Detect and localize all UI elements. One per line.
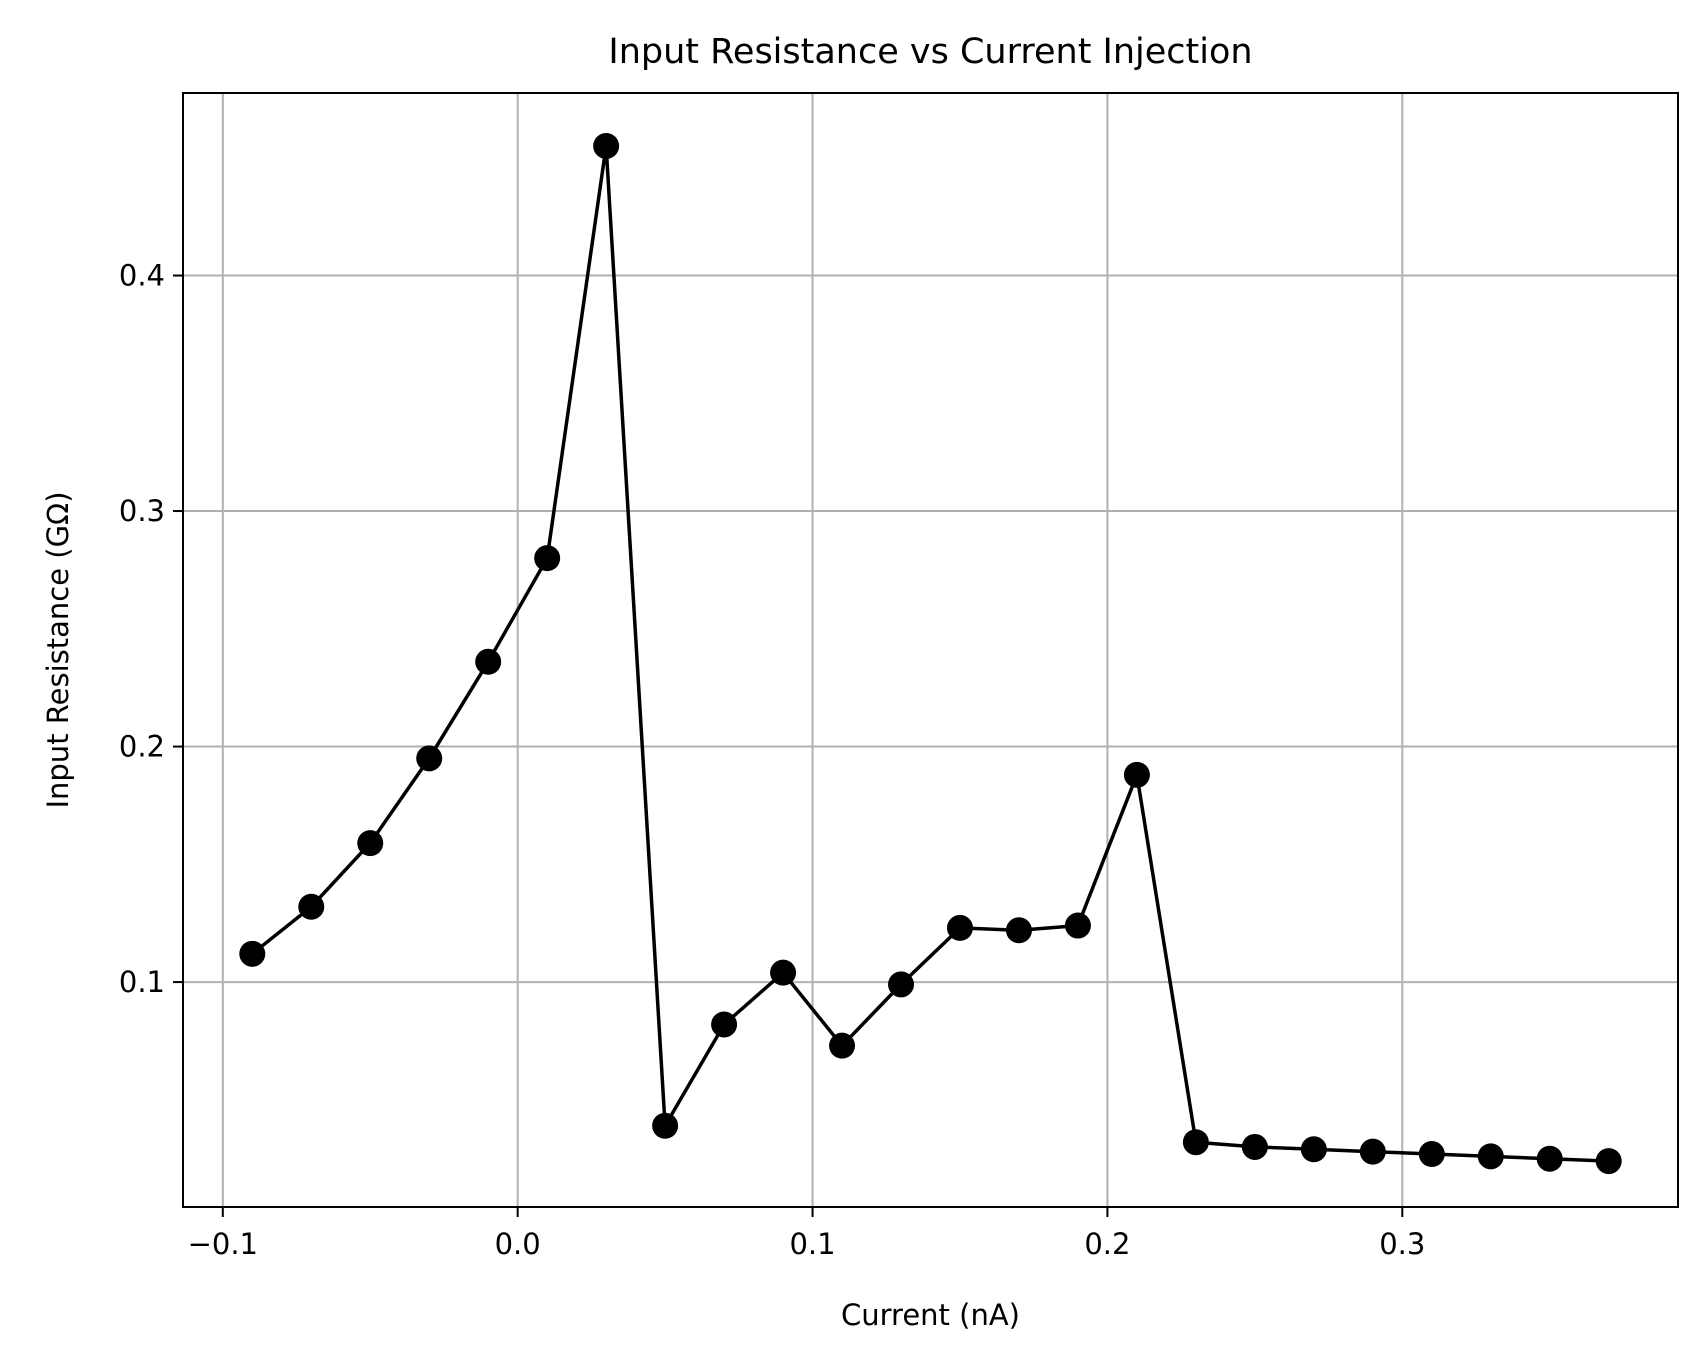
- data-point: [1477, 1143, 1504, 1170]
- data-point: [1595, 1148, 1622, 1175]
- data-point: [1359, 1138, 1386, 1165]
- x-tick-label: 0.2: [1084, 1227, 1130, 1261]
- y-tick-label: 0.4: [119, 259, 165, 293]
- data-point: [1182, 1129, 1209, 1156]
- data-point: [357, 830, 384, 857]
- y-axis-label: Input Resistance (GΩ): [41, 491, 75, 808]
- data-point: [770, 959, 797, 986]
- x-tick-label: 0.3: [1379, 1227, 1425, 1261]
- y-tick-label: 0.3: [119, 494, 165, 528]
- grid: [183, 93, 1678, 1207]
- y-tick-label: 0.1: [119, 965, 165, 999]
- data-point: [1418, 1141, 1445, 1168]
- data-point: [1536, 1145, 1563, 1172]
- x-tick-label: 0.0: [495, 1227, 541, 1261]
- data-point: [652, 1112, 679, 1139]
- data-point: [416, 745, 443, 772]
- data-point: [534, 545, 561, 572]
- x-tick-label: −0.1: [188, 1227, 258, 1261]
- data-point: [1123, 761, 1150, 788]
- data-point: [711, 1011, 738, 1038]
- data-point: [1241, 1133, 1268, 1160]
- data-point: [298, 893, 325, 920]
- data-point: [475, 648, 502, 675]
- data-point: [1005, 917, 1032, 944]
- y-tick-label: 0.2: [119, 730, 165, 764]
- data-point: [593, 132, 620, 159]
- chart-title: Input Resistance vs Current Injection: [608, 32, 1252, 72]
- data-point: [946, 914, 973, 941]
- x-axis-label: Current (nA): [841, 1298, 1020, 1332]
- data-point: [1064, 912, 1091, 939]
- x-tick-label: 0.1: [789, 1227, 835, 1261]
- data-point: [239, 940, 266, 967]
- plot-area-frame: [182, 92, 1679, 1208]
- data-point: [888, 971, 915, 998]
- ticks: −0.1 0.0 0.1 0.2 0.3 0.1 0.2 0.3 0.4: [119, 259, 1425, 1261]
- series-layer: [239, 132, 1622, 1175]
- data-point: [829, 1032, 856, 1059]
- data-point: [1300, 1136, 1327, 1163]
